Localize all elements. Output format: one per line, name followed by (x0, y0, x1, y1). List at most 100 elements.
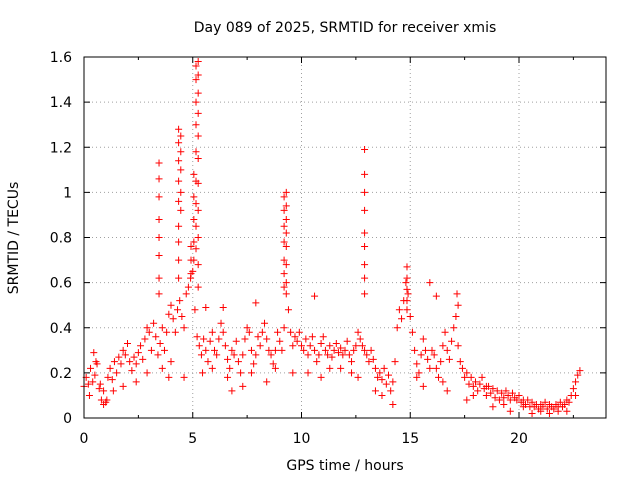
data-point (376, 369, 384, 377)
data-point (293, 337, 301, 345)
y-tick-label: 0.6 (50, 276, 72, 292)
data-point (326, 364, 334, 372)
data-point (493, 387, 501, 395)
data-point (100, 400, 108, 408)
data-point (354, 373, 362, 381)
data-point (175, 274, 183, 282)
data-point (361, 261, 369, 269)
y-tick-label: 1.2 (50, 140, 72, 156)
data-point (352, 342, 360, 350)
data-point (463, 396, 471, 404)
data-point (155, 193, 163, 201)
data-point (343, 337, 351, 345)
data-point (361, 170, 369, 178)
data-point (495, 396, 503, 404)
data-point (200, 335, 208, 343)
data-point (424, 355, 432, 363)
data-point (389, 378, 397, 386)
data-point (402, 279, 410, 287)
data-point (443, 387, 451, 395)
data-point (90, 349, 98, 357)
data-point (411, 346, 419, 354)
data-point (280, 193, 288, 201)
grid-lines (84, 57, 606, 418)
data-point (155, 252, 163, 260)
data-point (169, 315, 177, 323)
data-point (258, 328, 266, 336)
data-point (165, 310, 173, 318)
data-point (474, 387, 482, 395)
data-point (154, 351, 162, 359)
data-point (282, 290, 290, 298)
data-point (254, 333, 262, 341)
data-point (478, 373, 486, 381)
data-point (506, 396, 514, 404)
data-point (195, 342, 203, 350)
data-point (175, 197, 183, 205)
data-point (204, 358, 212, 366)
data-point (271, 364, 279, 372)
data-point (130, 353, 138, 361)
data-point (194, 132, 202, 140)
data-point (155, 159, 163, 167)
data-point (441, 328, 449, 336)
data-point (280, 270, 288, 278)
data-point (321, 346, 329, 354)
data-point (96, 380, 104, 388)
x-tick-label: 15 (401, 431, 419, 447)
data-point (190, 170, 198, 178)
data-point (117, 360, 125, 368)
data-point (435, 373, 443, 381)
data-point (208, 328, 216, 336)
data-point (374, 373, 382, 381)
data-point (113, 369, 121, 377)
data-point (211, 346, 218, 354)
data-point (448, 337, 456, 345)
data-point (150, 319, 158, 327)
data-point (398, 315, 406, 323)
data-point (237, 369, 245, 377)
data-point (332, 340, 340, 348)
data-point (406, 312, 414, 320)
data-point (155, 274, 163, 282)
data-point (369, 355, 377, 363)
data-point (137, 342, 145, 350)
data-point (250, 360, 258, 368)
data-point (110, 358, 118, 366)
data-point (313, 358, 321, 366)
data-point (550, 405, 558, 413)
data-point (175, 139, 183, 147)
data-point (419, 335, 427, 343)
y-tick-label: 0.8 (50, 231, 72, 247)
data-point (387, 387, 395, 395)
y-tick-label: 1 (63, 185, 72, 201)
data-point (413, 360, 421, 368)
data-point (306, 342, 314, 350)
data-point (439, 378, 447, 386)
data-point (539, 403, 547, 411)
data-point (315, 351, 323, 359)
data-point (489, 403, 497, 411)
data-point (121, 351, 129, 359)
data-point (190, 238, 198, 246)
data-point (194, 261, 202, 269)
data-point (295, 328, 303, 336)
data-point (143, 324, 151, 332)
data-point (515, 391, 523, 399)
data-point (291, 333, 299, 341)
data-point (491, 394, 499, 402)
data-point (498, 389, 506, 397)
data-point (415, 369, 423, 377)
data-point (389, 400, 397, 408)
data-point (192, 76, 200, 84)
data-point (500, 400, 508, 408)
data-point (393, 324, 401, 332)
data-point (367, 346, 375, 354)
data-point (469, 382, 477, 390)
data-point (192, 121, 200, 129)
data-point (192, 98, 200, 106)
data-point (89, 378, 97, 386)
data-point (304, 369, 312, 377)
data-point (378, 376, 386, 384)
